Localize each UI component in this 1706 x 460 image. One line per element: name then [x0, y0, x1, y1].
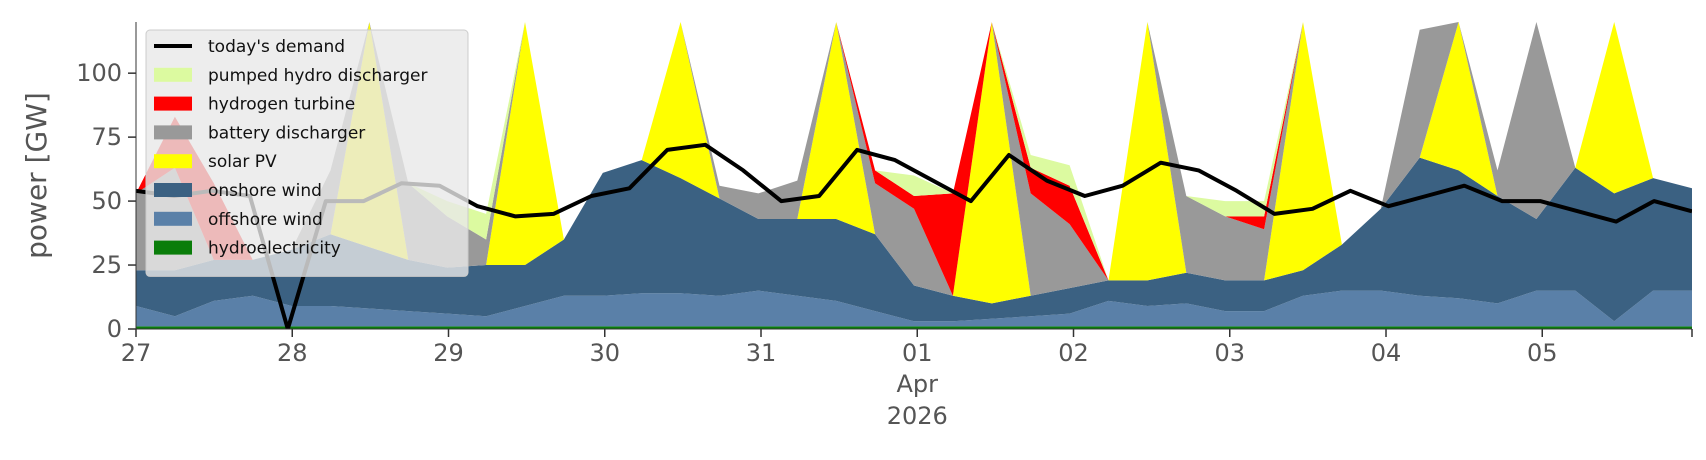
legend-label: hydroelectricity	[208, 239, 341, 259]
legend-label: hydrogen turbine	[208, 95, 355, 115]
axes: 0 25 50 75 100 27 28 29 30 31 01 Apr 2026 02 03 04 05	[76, 22, 1693, 430]
y-tick-label: 100	[76, 59, 122, 87]
x-month-label: Apr	[896, 370, 938, 398]
legend-label: offshore wind	[208, 210, 323, 230]
x-tick-label: 01	[902, 339, 933, 367]
y-tick-label: 75	[91, 123, 122, 151]
x-year-label: 2026	[887, 402, 948, 430]
x-tick-label: 03	[1214, 339, 1245, 367]
area-offshore-wind	[136, 290, 1692, 327]
x-tick-label: 31	[746, 339, 777, 367]
legend-label: onshore wind	[208, 181, 322, 201]
x-tick-label: 05	[1527, 339, 1558, 367]
legend-swatch	[154, 96, 192, 111]
x-tick-label: 27	[121, 339, 152, 367]
legend-swatch	[154, 154, 192, 169]
legend-box	[145, 29, 469, 277]
y-tick-label: 25	[91, 251, 122, 279]
legend-swatch	[154, 211, 192, 226]
legend-swatch	[154, 240, 192, 255]
legend-label: solar PV	[208, 152, 277, 172]
legend: today's demand pumped hydro discharger hyd…	[145, 29, 469, 277]
x-tick-label: 28	[277, 339, 308, 367]
area-hydroelectricity	[136, 326, 1692, 329]
x-tick-label: 29	[433, 339, 464, 367]
legend-label: pumped hydro discharger	[208, 66, 427, 86]
x-tick-label: 04	[1371, 339, 1402, 367]
legend-label: today's demand	[208, 37, 345, 57]
stacked-areas	[136, 22, 1692, 329]
y-tick-label: 50	[91, 187, 122, 215]
legend-label: battery discharger	[208, 123, 365, 143]
area-battery-discharger	[136, 22, 1692, 296]
legend-swatch	[154, 67, 192, 82]
area-onshore-wind	[136, 157, 1692, 322]
legend-swatch	[154, 183, 192, 197]
y-tick-label: 0	[107, 315, 122, 343]
x-tick-label: 02	[1058, 339, 1089, 367]
area-solar-pv	[136, 22, 1692, 304]
legend-swatch	[154, 125, 192, 140]
y-axis-label: power [GW]	[20, 92, 53, 259]
x-tick-label: 30	[589, 339, 620, 367]
